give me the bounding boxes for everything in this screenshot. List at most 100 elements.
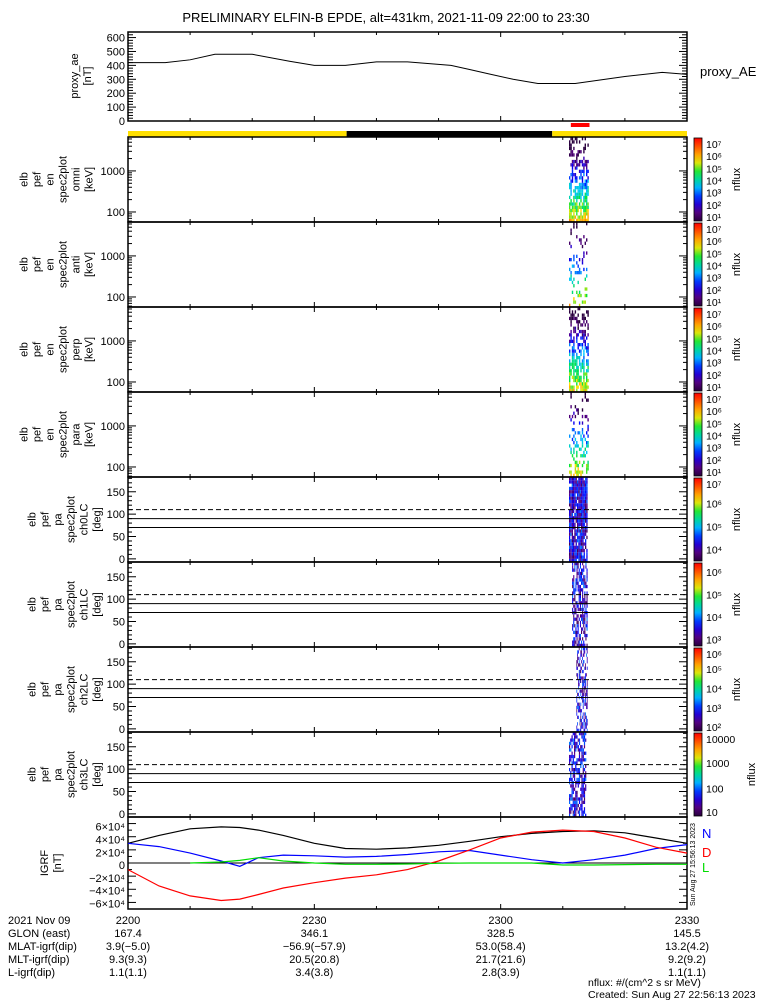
spectrogram-pixel [583,578,585,582]
pa-ch2-panel-frame [127,646,688,733]
spectrogram-pixel [574,490,576,494]
spectrogram-pixel [578,598,580,602]
spectrogram-pixel [577,656,578,661]
spectrogram-pixel [573,326,575,330]
spectrogram-pixel [578,159,581,164]
spectrogram-pixel [574,470,577,474]
spectrogram-pixel [582,683,583,687]
colorbar-tick-label: 10⁶ [706,236,722,248]
spectrogram-pixel [583,499,585,504]
spectrogram-pixel [574,761,576,765]
spectrogram-pixel [571,480,573,484]
spectrogram-pixel [569,754,571,759]
spectrogram-pixel [573,153,575,157]
spectrogram-pixel [573,568,575,572]
spectrogram-pixel [572,787,574,791]
spectrogram-pixel [574,774,576,778]
spectrogram-pixel [582,679,583,683]
spectrogram-pixel [586,189,588,193]
spectrogram-pixel [583,493,585,497]
spectrogram-pixel [587,215,589,219]
y-tick-label: 6×10⁴ [95,822,125,834]
spectrogram-pixel [586,692,588,697]
spectrogram-pixel [575,480,577,484]
spectrogram-pixel [570,208,572,213]
colorbar-tick-label: 10¹ [706,467,722,479]
spectrogram-pixel [579,562,581,566]
spectrogram-pixel [582,784,584,788]
spectrogram-pixel [585,725,586,729]
spectrogram-pixel [574,745,576,749]
spectrogram-pixel [586,169,588,173]
spectrogram-pixel [586,601,588,605]
spectrogram-pixel [583,624,585,628]
colorbar-tick-label: 10¹ [706,297,722,309]
spectrogram-pixel [577,509,579,513]
spectrogram-pixel [583,732,586,736]
spectrogram-pixel [584,594,586,598]
spectrogram-pixel [582,506,584,510]
spectrogram-pixel [579,539,581,543]
spectrogram-pixel [583,581,585,585]
spectrogram-pixel [571,522,573,527]
spectrogram-pixel [580,159,582,164]
spectrogram-pixel [582,568,584,572]
spectrogram-pixel [576,761,578,765]
spectrogram-pixel [576,768,578,772]
spectrogram-pixel [573,490,575,494]
spectrogram-pixel [582,604,584,608]
spectrogram-pixel [577,186,579,190]
spectrogram-pixel [581,261,584,265]
spectrogram-pixel [574,480,576,484]
spectrogram-pixel [579,509,581,513]
colorbar-tick-label: 10⁷ [706,139,722,151]
y-axis-label-line: spec2plot [66,581,78,628]
spectrogram-pixel [583,163,585,167]
spectrogram-pixel [572,624,574,628]
colorbar-tick-label: 10³ [706,358,722,370]
spectrogram-pixel [578,267,581,272]
spectrogram-pixel [580,336,582,340]
spectrogram-pixel [569,486,571,491]
colorbar-tick-label: 10⁵ [706,418,722,430]
spectrogram-pixel [582,548,584,553]
spectrogram-pixel [585,784,587,788]
spectrogram-pixel [570,329,572,334]
spectrogram-pixel [582,738,584,742]
spectrogram-pixel [579,676,581,680]
spectrogram-pixel [577,195,579,200]
spectrogram-pixel [583,630,585,634]
spectrogram-pixel [577,535,579,540]
spectrogram-pixel [587,176,589,180]
spectrogram-pixel [569,208,571,213]
spectrogram-pixel [573,202,575,206]
spectrogram-pixel [583,182,585,187]
orbit-row-value: 1.1(1.1) [668,967,706,979]
spectrogram-pixel [578,535,580,540]
spectrogram-pixel [572,797,574,801]
spectrogram-pixel [569,343,571,347]
spectrogram-pixel [578,470,581,474]
spectrogram-pixel [581,176,584,180]
spectrogram-pixel [583,313,585,317]
spectrogram-pixel [574,192,577,196]
spectrogram-pixel [581,463,584,468]
spectrogram-pixel [586,274,588,278]
spectrogram-pixel [571,764,573,768]
spectrogram-pixel [574,807,576,811]
y-axis-label-line: elb [27,597,39,612]
spectrogram-pixel [579,542,581,546]
spectrogram-pixel [581,653,582,657]
spectrogram-pixel [587,434,589,438]
spectrogram-pixel [571,807,573,811]
spectrogram-pixel [571,803,573,808]
spectrogram-pixel [571,558,573,562]
spectrogram-pixel [586,480,588,484]
spectrogram-pixel [577,365,579,370]
spectrogram-pixel [586,650,588,654]
spectrogram-pixel [575,562,577,566]
spectrogram-pixel [582,509,584,513]
spectrogram-pixel [576,378,578,383]
spectrogram-pixel [583,320,585,324]
